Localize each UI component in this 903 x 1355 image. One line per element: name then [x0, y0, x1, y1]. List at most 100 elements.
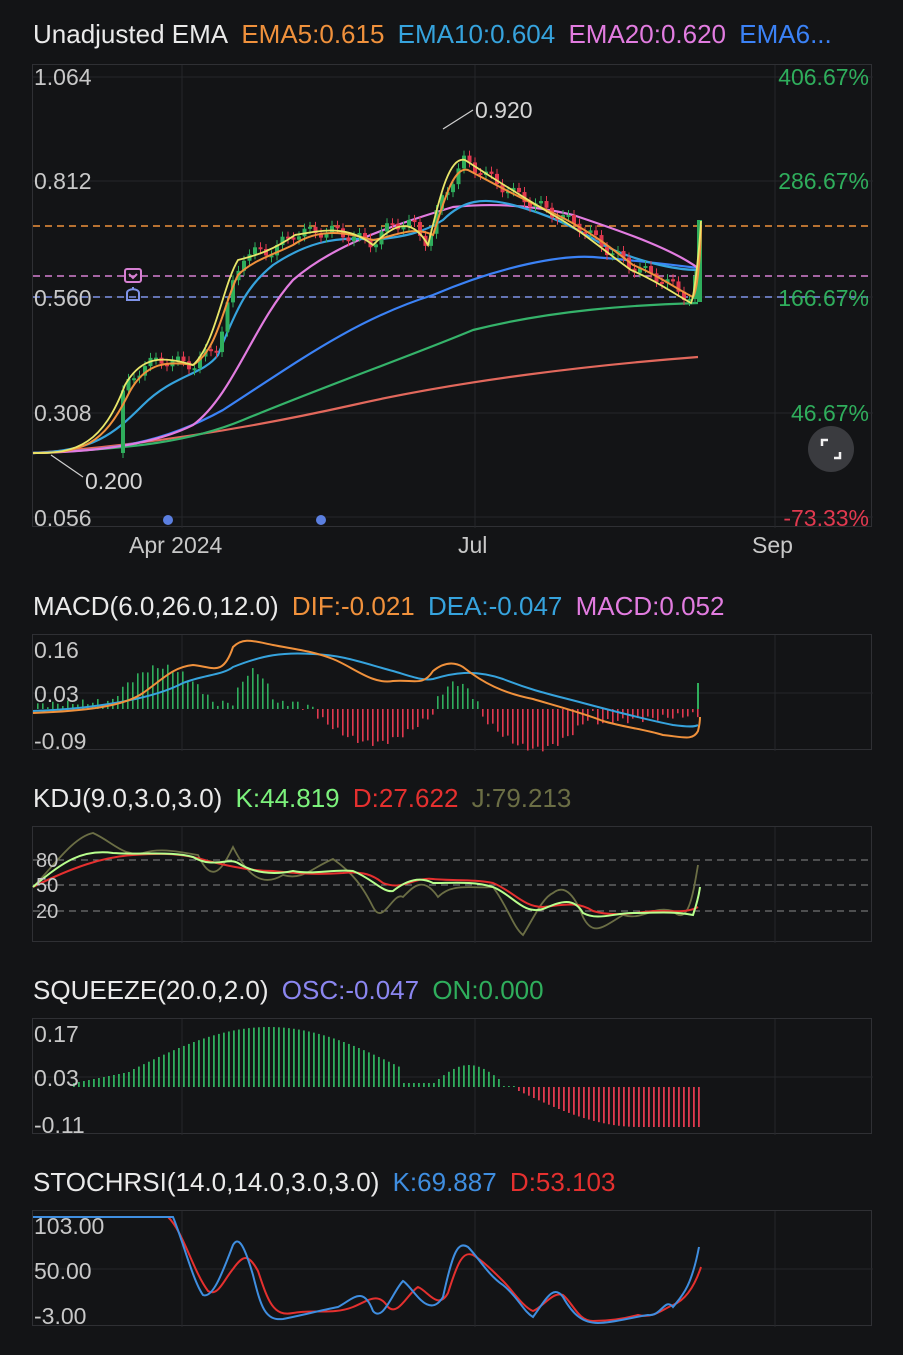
macd-bar: [402, 709, 404, 738]
macd-panel[interactable]: 0.16 0.03 -0.09: [32, 634, 873, 753]
squeeze-bar: [183, 1045, 185, 1087]
squeeze-bar: [268, 1027, 270, 1087]
macd-bar: [67, 700, 69, 709]
squeeze-canvas[interactable]: [33, 1019, 873, 1135]
stochrsi-d-line: [33, 1216, 702, 1323]
macd-bar: [57, 703, 59, 709]
macd-bar: [687, 709, 689, 717]
macd-bar: [602, 709, 604, 724]
macd-bar: [377, 709, 379, 742]
squeeze-bar: [453, 1068, 455, 1087]
squeeze-bar: [93, 1079, 95, 1087]
squeeze-bar: [318, 1033, 320, 1087]
macd-dif-line: [32, 639, 701, 739]
squeeze-bar: [548, 1087, 550, 1105]
kdj-panel[interactable]: 80 50 20: [32, 826, 873, 943]
price-chart-panel[interactable]: 1.064 0.812 0.560 0.308 0.056 406.67% 28…: [32, 64, 873, 531]
squeeze-bar: [378, 1056, 380, 1087]
low-marker-line: [50, 454, 84, 478]
squeeze-bar: [253, 1027, 255, 1087]
price-chart-canvas[interactable]: [32, 65, 873, 528]
macd-bar: [462, 683, 464, 709]
macd-bar: [637, 709, 639, 719]
squeeze-bar: [278, 1027, 280, 1087]
squeeze-bar: [153, 1059, 155, 1087]
squeeze-bar: [628, 1087, 630, 1127]
macd-bar: [477, 701, 479, 709]
squeeze-bar: [283, 1027, 285, 1087]
macd-dea: DEA:-0.047: [427, 591, 563, 621]
macd-bar: [157, 668, 159, 709]
squeeze-y-neg011: -0.11: [34, 1112, 85, 1138]
macd-bar: [202, 694, 204, 709]
macd-bar: [282, 700, 284, 709]
stochrsi-panel[interactable]: 103.00 50.00 -3.00: [32, 1210, 873, 1328]
macd-bar: [142, 672, 144, 709]
squeeze-bar: [83, 1081, 85, 1087]
macd-bar: [527, 709, 529, 751]
macd-bar: [522, 709, 524, 744]
macd-bar: [42, 703, 44, 709]
squeeze-bar: [403, 1083, 405, 1087]
macd-bar: [262, 678, 264, 709]
stochrsi-y-50: 50.00: [34, 1258, 92, 1284]
macd-bar: [472, 699, 474, 709]
macd-bar: [222, 700, 224, 709]
x-tick-jul: Jul: [458, 532, 488, 558]
price-line-yellow: [32, 159, 702, 454]
squeeze-bar: [423, 1083, 425, 1087]
macd-bar: [162, 668, 164, 709]
macd-bar: [417, 709, 419, 728]
event-dot-1[interactable]: [163, 515, 173, 525]
squeeze-bar: [313, 1032, 315, 1087]
squeeze-bar: [493, 1075, 495, 1087]
squeeze-panel[interactable]: 0.17 0.03 -0.11: [32, 1018, 873, 1138]
squeeze-bar: [688, 1087, 690, 1127]
kdj-canvas[interactable]: [32, 827, 873, 943]
squeeze-bar: [563, 1087, 565, 1112]
pct-tick-neg73: -73.33%: [783, 505, 869, 531]
squeeze-bar: [668, 1087, 670, 1127]
macd-dea-line: [32, 652, 699, 728]
macd-bar: [437, 696, 439, 709]
kdj-k: K:44.819: [235, 783, 340, 813]
kdj-k-line: [32, 851, 701, 918]
squeeze-bar: [118, 1074, 120, 1087]
macd-bar: [37, 703, 39, 709]
squeeze-bar: [588, 1087, 590, 1120]
event-dot-2[interactable]: [316, 515, 326, 525]
macd-bar: [397, 709, 399, 737]
macd-bar: [242, 681, 244, 709]
macd-bar: [592, 709, 594, 711]
squeeze-bar: [328, 1036, 330, 1087]
macd-bar: [387, 709, 389, 744]
macd-bar: [427, 709, 429, 720]
macd-bar: [172, 671, 174, 709]
macd-bar: [97, 699, 99, 709]
squeeze-bar: [488, 1071, 490, 1087]
macd-bar: [497, 709, 499, 732]
high-price-label: 0.920: [475, 97, 533, 123]
stochrsi-canvas[interactable]: [33, 1211, 873, 1327]
squeeze-bar: [468, 1065, 470, 1087]
alert-bell-icon[interactable]: [123, 267, 143, 305]
squeeze-on: ON:0.000: [432, 975, 544, 1005]
macd-bar: [562, 709, 564, 738]
squeeze-bar: [203, 1038, 205, 1087]
kdj-y-50: 50: [36, 875, 59, 897]
squeeze-bar: [398, 1066, 400, 1087]
squeeze-bar: [308, 1031, 310, 1087]
y-tick-0560: 0.560: [34, 285, 92, 311]
squeeze-bar: [363, 1050, 365, 1087]
expand-chart-button[interactable]: [808, 426, 854, 472]
macd-bar: [207, 694, 209, 709]
kdj-y-80: 80: [36, 850, 59, 872]
ema-green-line: [32, 301, 699, 455]
macd-bar: [257, 674, 259, 709]
squeeze-bar: [78, 1082, 80, 1087]
squeeze-bar: [223, 1032, 225, 1087]
macd-bar: [82, 699, 84, 709]
macd-canvas[interactable]: [32, 635, 873, 752]
squeeze-bar: [673, 1087, 675, 1127]
squeeze-bar: [103, 1077, 105, 1087]
